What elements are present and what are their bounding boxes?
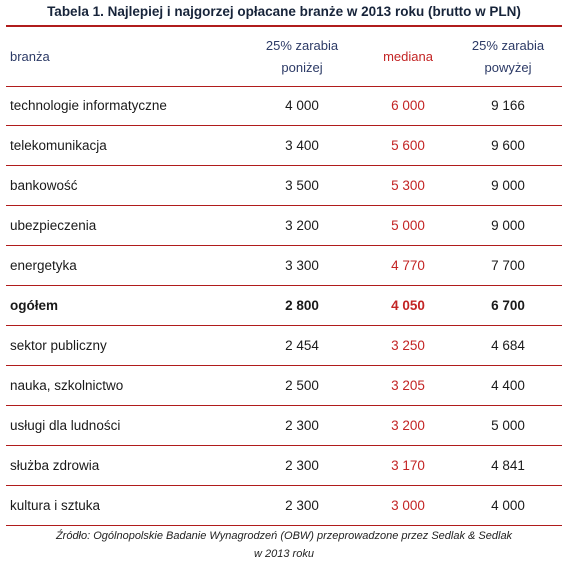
cell-median: 3 250 <box>391 338 425 353</box>
cell-lower-quartile: 3 500 <box>285 178 319 193</box>
cell-median: 4 770 <box>391 258 425 273</box>
cell-upper-quartile: 5 000 <box>491 418 525 433</box>
cell-median: 5 000 <box>391 218 425 233</box>
cell-branch: ogółem <box>10 298 59 313</box>
cell-branch: usługi dla ludności <box>10 418 121 433</box>
cell-median: 5 600 <box>391 138 425 153</box>
table-row: technologie informatyczne 4 000 6 000 9 166 <box>6 86 562 126</box>
header-upper-line1: 25% zarabia <box>471 37 545 53</box>
table-header: branża 25% zarabia poniżej mediana 25% z… <box>6 27 562 87</box>
cell-upper-quartile: 9 166 <box>491 98 525 113</box>
table-row: nauka, szkolnictwo 2 500 3 205 4 400 <box>6 366 562 406</box>
cell-branch: kultura i sztuka <box>10 498 101 513</box>
cell-upper-quartile: 4 000 <box>491 498 525 513</box>
cell-upper-quartile: 4 684 <box>491 338 525 353</box>
cell-median: 5 300 <box>391 178 425 193</box>
cell-branch: energetyka <box>10 258 77 273</box>
cell-upper-quartile: 4 400 <box>491 378 525 393</box>
cell-lower-quartile: 2 300 <box>285 458 319 473</box>
table-row: sektor publiczny 2 454 3 250 4 684 <box>6 326 562 366</box>
cell-branch: ubezpieczenia <box>10 218 97 233</box>
table-row: usługi dla ludności 2 300 3 200 5 000 <box>6 406 562 446</box>
cell-median: 3 170 <box>391 458 425 473</box>
header-upper-quartile: 25% zarabia powyżej <box>446 27 568 86</box>
cell-median: 3 205 <box>391 378 425 393</box>
cell-median: 4 050 <box>391 298 425 313</box>
cell-branch: służba zdrowia <box>10 458 100 473</box>
header-upper-line2: powyżej <box>484 59 532 75</box>
cell-lower-quartile: 3 300 <box>285 258 319 273</box>
table-row: energetyka 3 300 4 770 7 700 <box>6 246 562 286</box>
table-row: bankowość 3 500 5 300 9 000 <box>6 166 562 206</box>
header-branch: branża <box>10 49 50 64</box>
table-row: ogółem 2 800 4 050 6 700 <box>6 286 562 326</box>
table-row: służba zdrowia 2 300 3 170 4 841 <box>6 446 562 486</box>
cell-lower-quartile: 2 800 <box>285 298 319 313</box>
header-lower-line1: 25% zarabia <box>265 37 339 53</box>
table-row: ubezpieczenia 3 200 5 000 9 000 <box>6 206 562 246</box>
cell-branch: nauka, szkolnictwo <box>10 378 124 393</box>
cell-branch: sektor publiczny <box>10 338 107 353</box>
cell-branch: telekomunikacja <box>10 138 107 153</box>
cell-upper-quartile: 7 700 <box>491 258 525 273</box>
cell-lower-quartile: 2 500 <box>285 378 319 393</box>
table-row: kultura i sztuka 2 300 3 000 4 000 <box>6 486 562 526</box>
table-row: telekomunikacja 3 400 5 600 9 600 <box>6 126 562 166</box>
cell-lower-quartile: 2 300 <box>285 498 319 513</box>
source-line1: Źródło: Ogólnopolskie Badanie Wynagrodze… <box>55 530 513 542</box>
cell-upper-quartile: 4 841 <box>491 458 525 473</box>
cell-branch: technologie informatyczne <box>10 98 167 113</box>
cell-lower-quartile: 4 000 <box>285 98 319 113</box>
cell-lower-quartile: 2 454 <box>285 338 319 353</box>
source-line2: w 2013 roku <box>254 548 314 560</box>
cell-upper-quartile: 9 000 <box>491 218 525 233</box>
header-lower-quartile: 25% zarabia poniżej <box>242 27 362 86</box>
cell-upper-quartile: 9 600 <box>491 138 525 153</box>
table-body: technologie informatyczne 4 000 6 000 9 166… <box>6 86 562 526</box>
source-note: Źródło: Ogólnopolskie Badanie Wynagrodze… <box>0 527 568 563</box>
cell-lower-quartile: 3 200 <box>285 218 319 233</box>
cell-median: 3 000 <box>391 498 425 513</box>
table-title: Tabela 1. Najlepiej i najgorzej opłacane… <box>47 4 521 19</box>
cell-branch: bankowość <box>10 178 78 193</box>
cell-upper-quartile: 9 000 <box>491 178 525 193</box>
cell-median: 6 000 <box>391 98 425 113</box>
header-median: mediana <box>383 49 433 64</box>
header-lower-line2: poniżej <box>281 59 323 75</box>
cell-upper-quartile: 6 700 <box>491 298 525 313</box>
top-rule <box>6 25 562 27</box>
cell-lower-quartile: 2 300 <box>285 418 319 433</box>
cell-median: 3 200 <box>391 418 425 433</box>
cell-lower-quartile: 3 400 <box>285 138 319 153</box>
